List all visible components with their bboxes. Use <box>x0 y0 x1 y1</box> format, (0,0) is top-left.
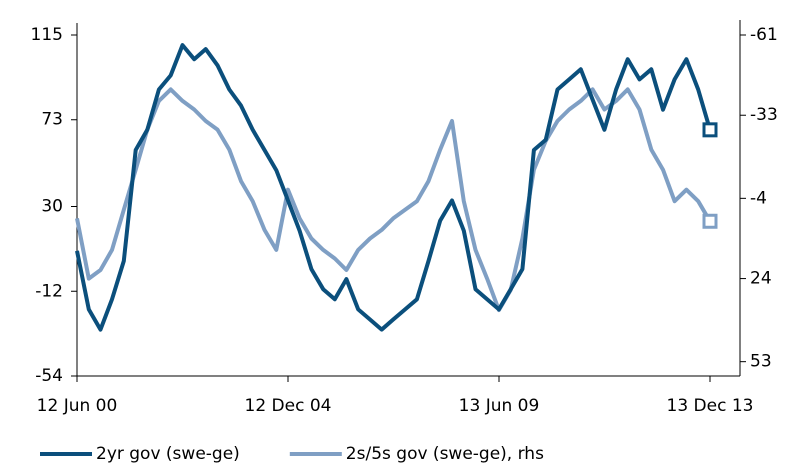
y2-tick-label: -4 <box>750 188 767 208</box>
y2-tick-label: -61 <box>750 25 778 45</box>
y2-tick-label: 53 <box>750 352 772 372</box>
end-marker <box>702 213 718 229</box>
y2-tick-label: 24 <box>750 269 772 289</box>
x-tick-label: 13 Jun 09 <box>459 396 540 416</box>
x-tick-label: 12 Jun 00 <box>37 396 118 416</box>
x-tick-label: 13 Dec 13 <box>667 396 754 416</box>
legend-label: 2yr gov (swe-ge) <box>96 444 240 464</box>
legend-label: 2s/5s gov (swe-ge), rhs <box>346 444 544 464</box>
y-tick-label: 30 <box>41 197 63 217</box>
x-tick-label: 12 Dec 04 <box>245 396 332 416</box>
y-tick-label: 115 <box>31 25 63 45</box>
series-line <box>75 87 712 313</box>
y-tick-label: 73 <box>41 110 63 130</box>
y-tick-label: -54 <box>35 366 63 386</box>
y2-tick-label: -33 <box>750 105 778 125</box>
y-tick-label: -12 <box>35 281 63 301</box>
series-line <box>75 43 712 332</box>
end-marker <box>702 122 718 138</box>
